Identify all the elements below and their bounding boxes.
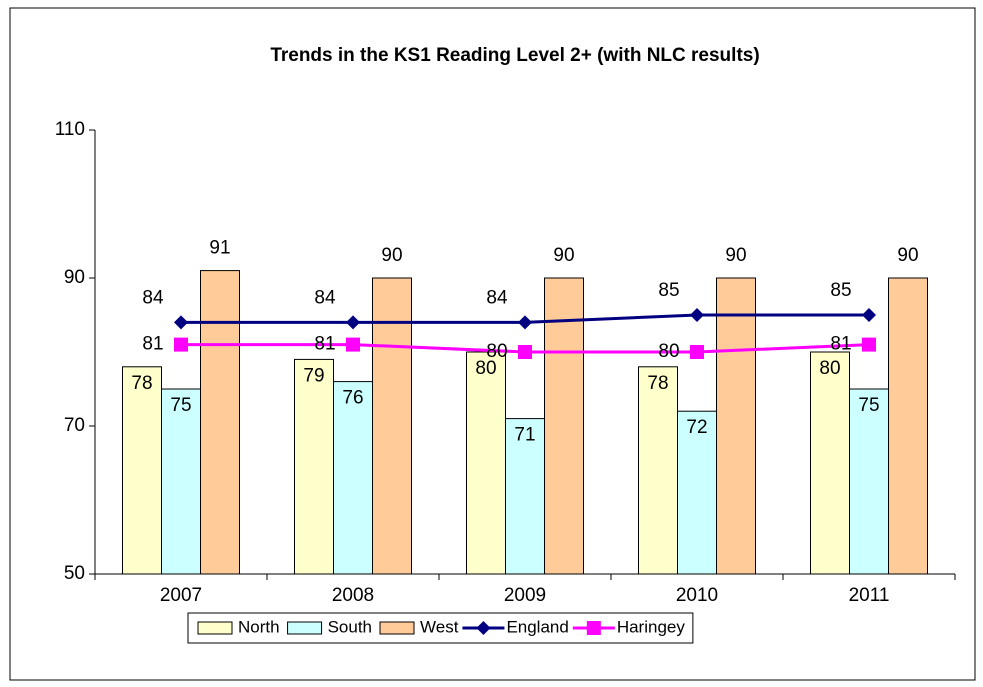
x-tick-label: 2010	[676, 585, 718, 606]
legend-swatch	[379, 621, 415, 635]
data-label: 75	[170, 395, 191, 416]
data-label: 90	[381, 245, 402, 266]
bar	[716, 277, 756, 575]
data-label: 84	[486, 287, 508, 308]
bar	[333, 381, 373, 575]
data-label: 81	[830, 334, 851, 355]
data-label: 71	[514, 425, 535, 446]
marker	[174, 315, 188, 330]
data-label: 72	[686, 417, 707, 438]
y-tick-label: 90	[64, 267, 85, 288]
data-label: 90	[897, 245, 918, 266]
legend-swatch	[197, 621, 233, 635]
bar	[372, 277, 412, 575]
data-label: 75	[858, 395, 879, 416]
data-label: 80	[658, 341, 679, 362]
marker	[690, 345, 704, 359]
marker	[690, 308, 704, 322]
data-label: 80	[475, 358, 496, 379]
bar	[810, 351, 850, 575]
bar	[888, 277, 928, 575]
data-label: 81	[142, 334, 163, 355]
data-label: 76	[342, 388, 363, 409]
data-label: 78	[647, 373, 668, 394]
marker	[586, 621, 601, 635]
bar	[544, 277, 584, 575]
legend-label: South	[328, 617, 372, 636]
data-label: 85	[830, 280, 851, 301]
marker	[174, 337, 188, 352]
x-tick-label: 2011	[849, 585, 890, 606]
marker	[518, 345, 532, 359]
legend-label: England	[506, 617, 568, 636]
legend-label: Haringey	[617, 617, 686, 636]
data-label: 85	[658, 280, 679, 301]
bar	[294, 358, 334, 575]
marker	[518, 315, 532, 330]
data-label: 90	[553, 245, 574, 266]
legend-label: West	[420, 617, 459, 636]
marker	[346, 337, 360, 352]
marker	[862, 337, 876, 352]
bar	[122, 366, 162, 575]
marker	[862, 308, 876, 322]
bar	[849, 388, 889, 575]
legend-label: North	[238, 617, 280, 636]
data-label: 78	[131, 373, 152, 394]
marker	[476, 621, 491, 635]
data-label: 84	[142, 287, 164, 308]
data-label: 79	[303, 365, 324, 386]
bar	[638, 366, 678, 575]
data-label: 90	[725, 245, 746, 266]
chart-title: Trends in the KS1 Reading Level 2+ (with…	[270, 45, 759, 66]
marker	[346, 315, 360, 330]
data-label: 81	[314, 334, 335, 355]
x-tick-label: 2007	[160, 585, 202, 606]
data-label: 84	[314, 287, 336, 308]
data-label: 80	[486, 341, 507, 362]
y-tick-label: 70	[64, 415, 85, 436]
y-tick-label: 50	[64, 563, 85, 584]
data-label: 80	[819, 358, 840, 379]
x-tick-label: 2008	[332, 585, 374, 606]
bar	[677, 410, 717, 575]
bar	[200, 270, 240, 575]
x-tick-label: 2009	[504, 585, 546, 606]
y-tick-label: 110	[55, 119, 85, 140]
bar	[505, 418, 545, 575]
bar	[161, 388, 201, 575]
bar	[466, 351, 506, 575]
data-label: 91	[209, 238, 230, 259]
legend-swatch	[287, 621, 323, 635]
